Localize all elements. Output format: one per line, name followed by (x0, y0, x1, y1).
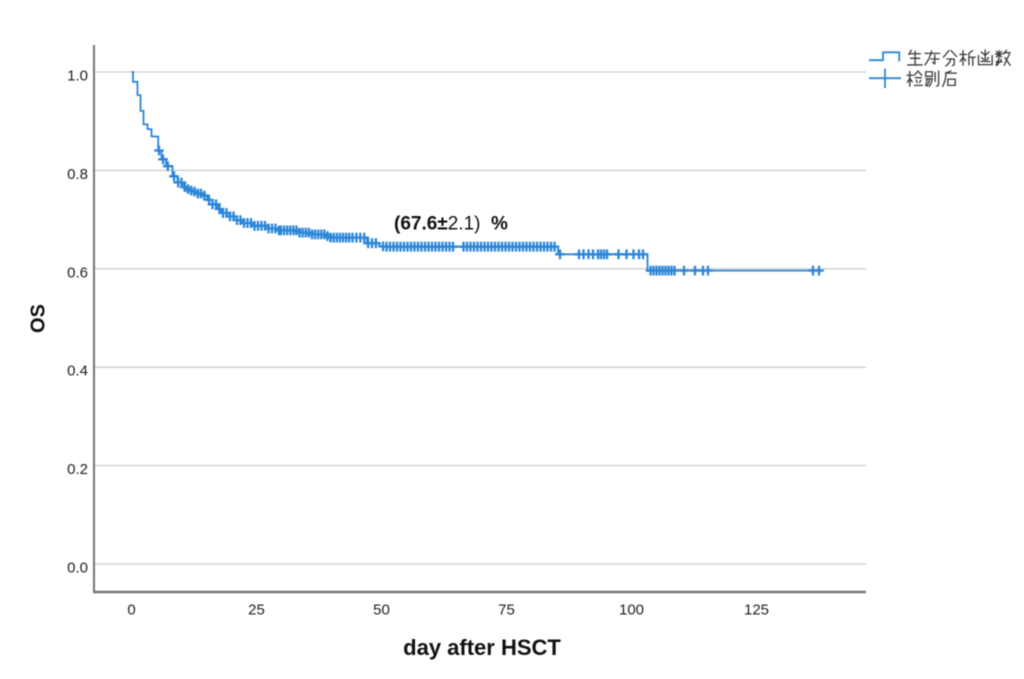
svg-text:0.2: 0.2 (67, 461, 88, 478)
svg-text:(67.6±2.1) %: (67.6±2.1) % (394, 214, 508, 235)
svg-text:1.0: 1.0 (67, 68, 88, 85)
svg-text:25: 25 (248, 602, 265, 619)
svg-text:0.0: 0.0 (67, 560, 88, 577)
svg-text:100: 100 (619, 602, 644, 619)
svg-text:0.4: 0.4 (67, 363, 88, 380)
svg-text:0: 0 (127, 602, 135, 619)
svg-text:day after HSCT: day after HSCT (403, 635, 561, 660)
svg-text:125: 125 (744, 602, 769, 619)
svg-text:50: 50 (373, 602, 390, 619)
svg-text:0.6: 0.6 (67, 264, 88, 281)
svg-text:0.8: 0.8 (67, 166, 88, 183)
svg-text:OS: OS (28, 304, 50, 333)
svg-text:75: 75 (498, 602, 515, 619)
